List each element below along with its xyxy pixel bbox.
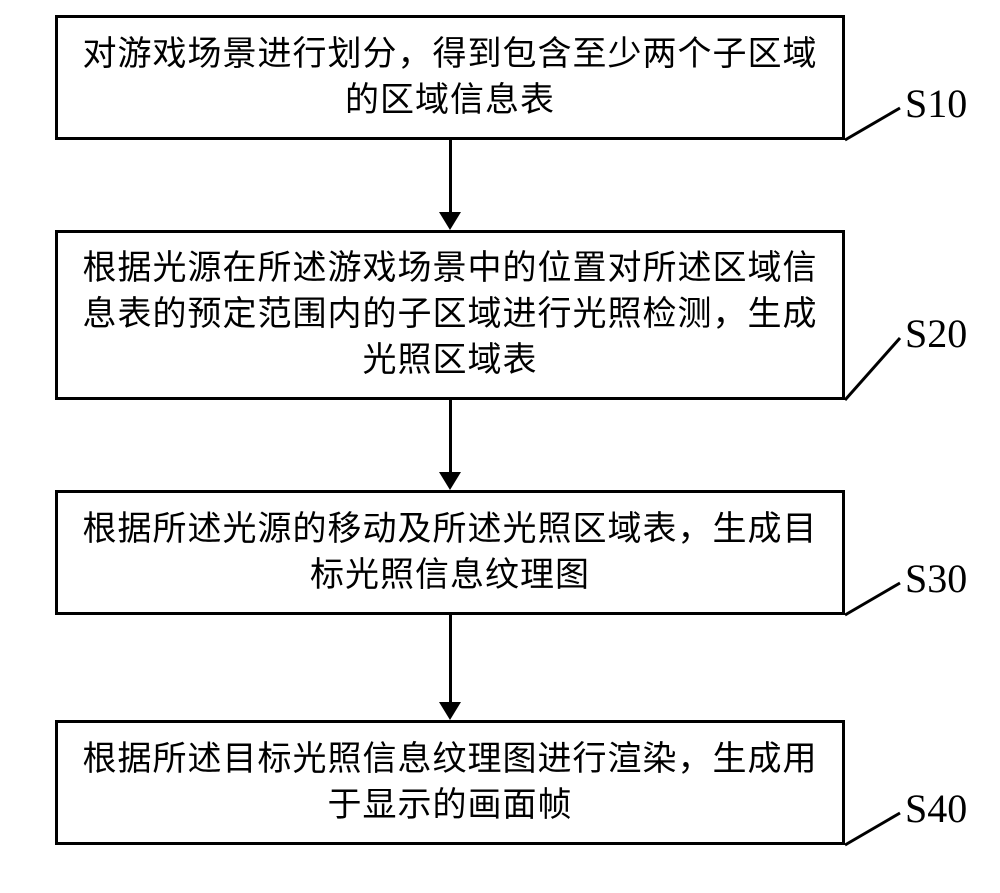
flowchart-canvas: 对游戏场景进行划分，得到包含至少两个子区域的区域信息表 S10 根据光源在所述游… [0,0,1000,893]
node-label-s40: S40 [905,785,967,832]
leader-line-s40 [0,0,1000,893]
